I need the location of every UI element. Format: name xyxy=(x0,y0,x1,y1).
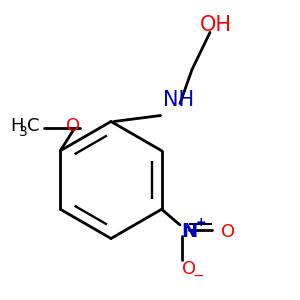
Text: H: H xyxy=(10,117,23,135)
Text: N: N xyxy=(181,222,197,241)
Text: O: O xyxy=(66,117,81,135)
Text: OH: OH xyxy=(200,15,232,34)
Text: O: O xyxy=(182,260,196,278)
Text: 3: 3 xyxy=(19,125,28,139)
Text: O: O xyxy=(221,223,235,241)
Text: NH: NH xyxy=(163,91,194,110)
Text: C: C xyxy=(27,117,39,135)
Text: +: + xyxy=(196,216,206,229)
Text: −: − xyxy=(192,269,204,283)
